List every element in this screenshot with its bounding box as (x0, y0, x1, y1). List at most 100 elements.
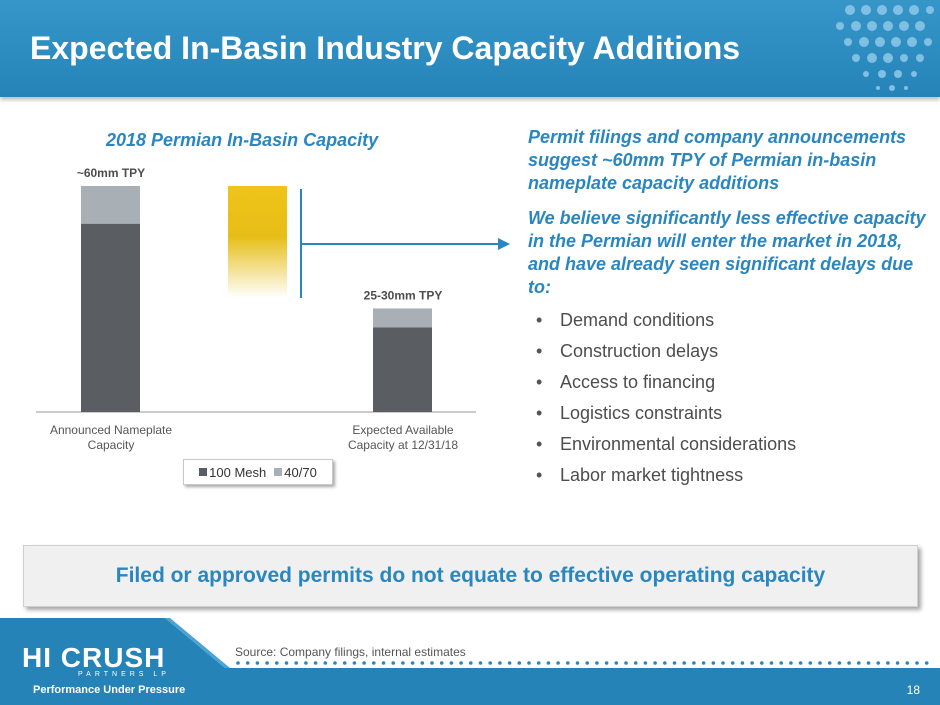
footer-dot (818, 661, 822, 665)
footer-dot (886, 661, 890, 665)
footer-dot (575, 661, 580, 665)
footer-dot (915, 661, 919, 665)
footer-dot (566, 661, 570, 665)
footer-dot (827, 661, 832, 665)
footer-dot (372, 661, 376, 665)
bar-100-mesh-0 (81, 223, 140, 412)
footer-dot (837, 661, 842, 665)
footer-dot (789, 661, 793, 665)
company-logo-subtitle: PARTNERS LP (78, 671, 170, 678)
footer-dot (362, 661, 366, 665)
footer-dot (333, 661, 337, 665)
legend-swatch-40-70 (274, 468, 283, 476)
footer-dot (459, 661, 463, 665)
reason-list: • Demand conditions • Construction delays … (528, 305, 928, 491)
list-item-text: Labor market tightness (560, 465, 744, 485)
footer-dot (895, 661, 900, 665)
footer-dot (692, 661, 696, 665)
footer-dot (672, 661, 677, 665)
footer-dot (643, 661, 648, 665)
footer-dot (614, 661, 619, 665)
company-tagline: Performance Under Pressure (33, 684, 186, 696)
footer-dot (498, 661, 502, 665)
legend-label-40-70: 40/70 (284, 464, 317, 480)
footer-dot (391, 661, 395, 665)
legend-item-40-70: 40/70 (274, 465, 317, 480)
footer-dot (653, 661, 657, 665)
footer-dot (284, 661, 289, 665)
bullet-marker: • (536, 341, 543, 361)
footer-dot (265, 661, 269, 665)
gap-bar (228, 186, 287, 298)
footer-dot (536, 661, 541, 665)
footer-dot (798, 661, 803, 665)
footer-dot (478, 661, 483, 665)
legend-label-100-mesh: 100 Mesh (209, 464, 267, 480)
x-tick-label: Capacity (88, 438, 135, 452)
x-tick-label: Capacity at 12/31/18 (348, 438, 458, 452)
footer-dot (595, 661, 599, 665)
footer-dot (439, 661, 444, 665)
footer-dot (604, 661, 609, 665)
footer-dot (430, 661, 434, 665)
list-item-text: Demand conditions (560, 310, 715, 330)
bullet-marker: • (536, 310, 543, 330)
footer-dot (449, 661, 454, 665)
footer-dot (750, 661, 754, 665)
list-item: • Labor market tightness (528, 460, 928, 491)
bullet-marker: • (536, 465, 543, 485)
footer-dot (633, 661, 638, 665)
footer-dot (236, 661, 240, 665)
footer-dot (876, 661, 880, 665)
bullet-marker: • (536, 434, 543, 454)
page-title: Expected In-Basin Industry Capacity Addi… (30, 30, 741, 66)
footer-dot (585, 661, 589, 665)
callout-text: Filed or approved permits do not equate … (115, 564, 826, 587)
legend-item-100-mesh: 100 Mesh (199, 465, 266, 480)
list-item-text: Construction delays (560, 341, 719, 361)
page-number: 18 (906, 683, 920, 697)
footer-dot (663, 661, 667, 665)
footer-dot (730, 661, 735, 665)
list-item-text: Logistics constraints (560, 403, 723, 423)
list-item: • Access to financing (528, 367, 928, 398)
list-item: • Environmental considerations (528, 429, 928, 460)
footer-dotted-line (236, 661, 929, 665)
bar-40-70-1 (373, 308, 432, 328)
footer-dot (905, 661, 910, 665)
title-bar: Expected In-Basin Industry Capacity Addi… (0, 0, 940, 97)
footer-dot (245, 661, 250, 665)
bullet-marker: • (536, 372, 543, 392)
legend-swatch-100-mesh (199, 468, 208, 476)
list-item: • Construction delays (528, 336, 928, 367)
chart-legend: 100 Mesh 40/70 (183, 459, 333, 485)
footer-dot (808, 661, 813, 665)
footer-band (0, 618, 940, 705)
footer-dot (556, 661, 560, 665)
footer-dot (304, 661, 308, 665)
footer-dot (546, 661, 551, 665)
footer-dot (313, 661, 318, 665)
footer-dot (701, 661, 706, 665)
footer-dot (527, 661, 531, 665)
list-item-text: Environmental considerations (560, 434, 797, 454)
footer-dot (410, 661, 415, 665)
lead-paragraph-2: We believe significantly less effective … (528, 208, 926, 297)
footer-dot (769, 661, 774, 665)
footer-dot (507, 661, 512, 665)
footer-dot (711, 661, 716, 665)
footer-dot (488, 661, 492, 665)
footer-dot (760, 661, 764, 665)
footer-dot (401, 661, 405, 665)
footer-dot (866, 661, 871, 665)
footer-dot (857, 661, 861, 665)
footer-dot (275, 661, 279, 665)
footer-dot (294, 661, 298, 665)
footer-dot (517, 661, 522, 665)
list-item: • Logistics constraints (528, 398, 928, 429)
source-note: Source: Company filings, internal estima… (235, 645, 466, 659)
x-tick-label: Announced Nameplate (50, 423, 172, 437)
footer-dot (624, 661, 628, 665)
footer-dot (352, 661, 357, 665)
